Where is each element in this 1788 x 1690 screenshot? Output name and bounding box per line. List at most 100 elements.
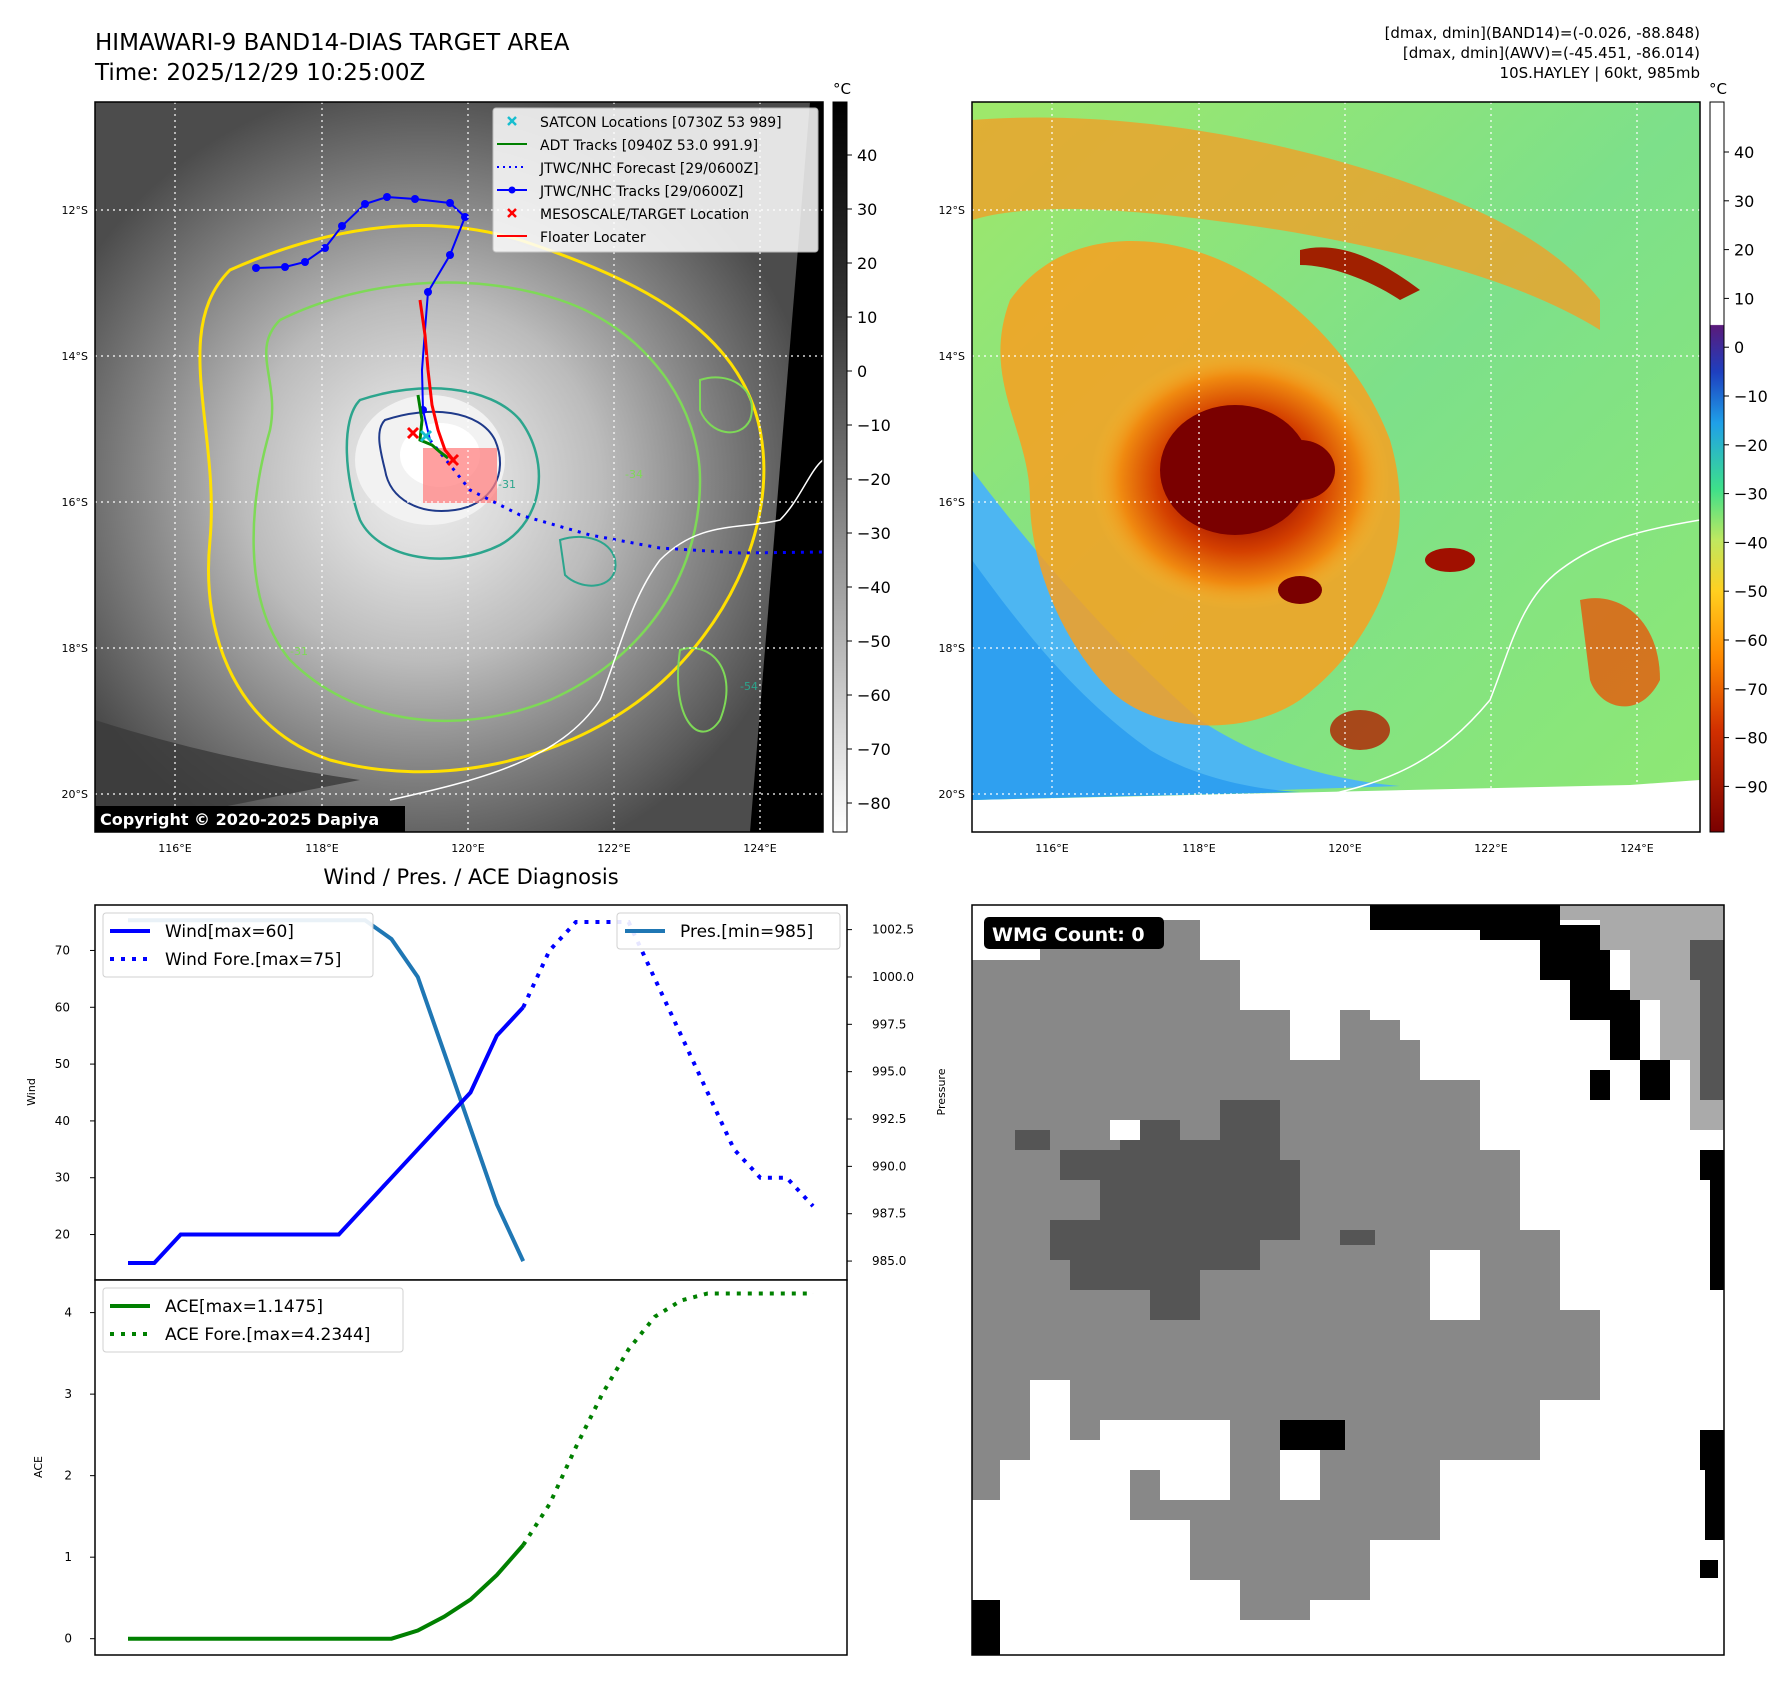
pressure-axis-label: Pressure: [935, 1068, 948, 1115]
lon-tick-label: 120°E: [451, 842, 484, 855]
lon-tick-label: 124°E: [1620, 842, 1653, 855]
wind-y-tick-label: 20: [55, 1228, 70, 1242]
target-markers: [406, 426, 460, 467]
gray-colorbar-tick-label: −40: [857, 578, 891, 597]
pressure-legend: Pres.[min=985]: [616, 912, 841, 950]
ir-map-panel: -31 -34 -54 -31 Copyright © 2020-2025 Da…: [62, 80, 891, 855]
contour-navy: [378, 410, 501, 512]
info-awv-range: [dmax, dmin](AWV)=(-45.451, -86.014): [1403, 44, 1700, 62]
legend-label-pressure: Pres.[min=985]: [680, 922, 813, 942]
gray-colorbar-tick-label: −80: [857, 794, 891, 813]
ace-y-tick-label: 1: [64, 1550, 72, 1564]
awv-colorbar: °C 40 30 20 10 0 −10 −20 −30 −40 −50 −60 −70 −80 −90: [1709, 80, 1768, 833]
wind-y-tick-label: 50: [55, 1057, 70, 1071]
ace-forecast-series: [521, 1291, 813, 1547]
lat-tick-label: 18°S: [939, 642, 965, 655]
gray-colorbar-tick-label: −50: [857, 632, 891, 651]
contour-teal: [345, 387, 541, 560]
gray-colorbar-tick-label: 20: [857, 254, 877, 273]
gray-colorbar-tick-label: −30: [857, 524, 891, 543]
wind-y-tick-label: 40: [55, 1114, 70, 1128]
gray-colorbar-tick-label: 40: [857, 146, 877, 165]
lat-tick-label: 16°S: [62, 496, 88, 509]
figure-time: Time: 2025/12/29 10:25:00Z: [94, 60, 425, 86]
contour-green: [252, 281, 702, 722]
lat-tick-label: 14°S: [939, 350, 965, 363]
gray-colorbar-tick-label: −10: [857, 416, 891, 435]
pressure-y-tick-label: 1002.5: [872, 923, 914, 937]
gray-colorbar-tick-label: 10: [857, 308, 877, 327]
info-band14-range: [dmax, dmin](BAND14)=(-0.026, -88.848): [1385, 24, 1700, 42]
ir-lon-ticks: 116°E 118°E 120°E 122°E 124°E: [158, 842, 776, 855]
awv-map-panel: 12°S 14°S 16°S 18°S 20°S 116°E 118°E 120…: [939, 80, 1768, 855]
color-colorbar-tick-label: −20: [1734, 436, 1768, 455]
ir-legend: SATCON Locations [0730Z 53 989] ADT Trac…: [492, 107, 819, 253]
wind-y-tick-label: 60: [55, 1000, 70, 1014]
ace-chart: 0 1 2 3 4 ACE ACE[max=1.1475] ACE Fore.[max=…: [32, 1279, 848, 1656]
color-colorbar-tick-label: 20: [1734, 241, 1754, 260]
legend-label-wind-forecast: Wind Fore.[max=75]: [165, 950, 341, 970]
legend-label-forecast: JTWC/NHC Forecast [29/0600Z]: [539, 161, 759, 177]
color-colorbar-tick-label: −50: [1734, 582, 1768, 601]
color-colorbar-tick-label: 0: [1734, 338, 1744, 357]
gray-colorbar-tick-label: 30: [857, 200, 877, 219]
pressure-y-tick-label: 995.0: [872, 1065, 906, 1079]
lon-tick-label: 122°E: [1474, 842, 1507, 855]
lat-tick-label: 16°S: [939, 496, 965, 509]
color-colorbar-tick-label: 30: [1734, 192, 1754, 211]
jtwc-track-points: [252, 193, 469, 414]
diagnosis-title: Wind / Pres. / ACE Diagnosis: [323, 865, 618, 889]
gray-colorbar-tick-label: 0: [857, 362, 867, 381]
legend-label-adt: ADT Tracks [0940Z 53.0 991.9]: [540, 138, 758, 154]
lon-tick-label: 118°E: [1182, 842, 1215, 855]
contour-label: -31: [290, 645, 308, 658]
wind-legend: Wind[max=60] Wind Fore.[max=75]: [102, 912, 374, 978]
floater-track: [418, 299, 457, 463]
pressure-y-tick-label: 1000.0: [872, 970, 914, 984]
legend-label-target: MESOSCALE/TARGET Location: [540, 207, 749, 223]
jtwc-track: [255, 195, 467, 441]
lat-tick-label: 18°S: [62, 642, 88, 655]
wind-pressure-chart: 20 30 40 50 60 70 985.0 987.5 990.0 992.5 995.0 99…: [25, 904, 948, 1281]
wind-series: [128, 1005, 525, 1265]
ace-axis-label: ACE: [32, 1456, 45, 1478]
lat-tick-label: 14°S: [62, 350, 88, 363]
figure-title: HIMAWARI-9 BAND14-DIAS TARGET AREA: [95, 30, 570, 56]
copyright-text: Copyright © 2020-2025 Dapiya: [100, 810, 379, 829]
pressure-y-tick-label: 985.0: [872, 1254, 906, 1268]
color-colorbar-tick-label: −80: [1734, 729, 1768, 748]
wmg-panel: WMG Count: 0: [971, 904, 1725, 1656]
lat-tick-label: 12°S: [62, 204, 88, 217]
legend-label-jtwc: JTWC/NHC Tracks [29/0600Z]: [539, 184, 743, 200]
ir-lat-ticks: 12°S 14°S 16°S 18°S 20°S: [62, 204, 88, 801]
lon-tick-label: 124°E: [743, 842, 776, 855]
awv-lat-ticks: 12°S 14°S 16°S 18°S 20°S: [939, 204, 965, 801]
info-storm-name: 10S.HAYLEY | 60kt, 985mb: [1500, 64, 1700, 82]
wmg-count-label: WMG Count: 0: [992, 924, 1145, 946]
color-colorbar-tick-label: 40: [1734, 143, 1754, 162]
color-colorbar-tick-label: −30: [1734, 485, 1768, 504]
legend-label-satcon: SATCON Locations [0730Z 53 989]: [540, 115, 782, 131]
color-colorbar-tick-label: −10: [1734, 387, 1768, 406]
legend-label-ace: ACE[max=1.1475]: [165, 1297, 323, 1317]
wmg-cells: [972, 905, 1724, 1655]
awv-lon-ticks: 116°E 118°E 120°E 122°E 124°E: [1035, 842, 1653, 855]
lon-tick-label: 116°E: [1035, 842, 1068, 855]
wind-axis-label: Wind: [25, 1078, 38, 1106]
adt-track: [416, 394, 449, 460]
satcon-markers: [419, 429, 433, 443]
lat-tick-label: 20°S: [62, 788, 88, 801]
colorbar-unit: °C: [833, 80, 851, 98]
legend-label-wind: Wind[max=60]: [165, 922, 294, 942]
ace-series: [128, 1543, 525, 1641]
pressure-y-tick-label: 990.0: [872, 1159, 906, 1173]
color-colorbar-tick-label: −90: [1734, 777, 1768, 796]
pressure-y-tick-label: 992.5: [872, 1112, 906, 1126]
legend-marker-satcon: [507, 116, 517, 126]
lon-tick-label: 116°E: [158, 842, 191, 855]
contour-label: -34: [625, 468, 643, 481]
pressure-y-tick-label: 997.5: [872, 1017, 906, 1031]
contour-label: -54: [740, 680, 758, 693]
color-colorbar-tick-label: 10: [1734, 289, 1754, 308]
